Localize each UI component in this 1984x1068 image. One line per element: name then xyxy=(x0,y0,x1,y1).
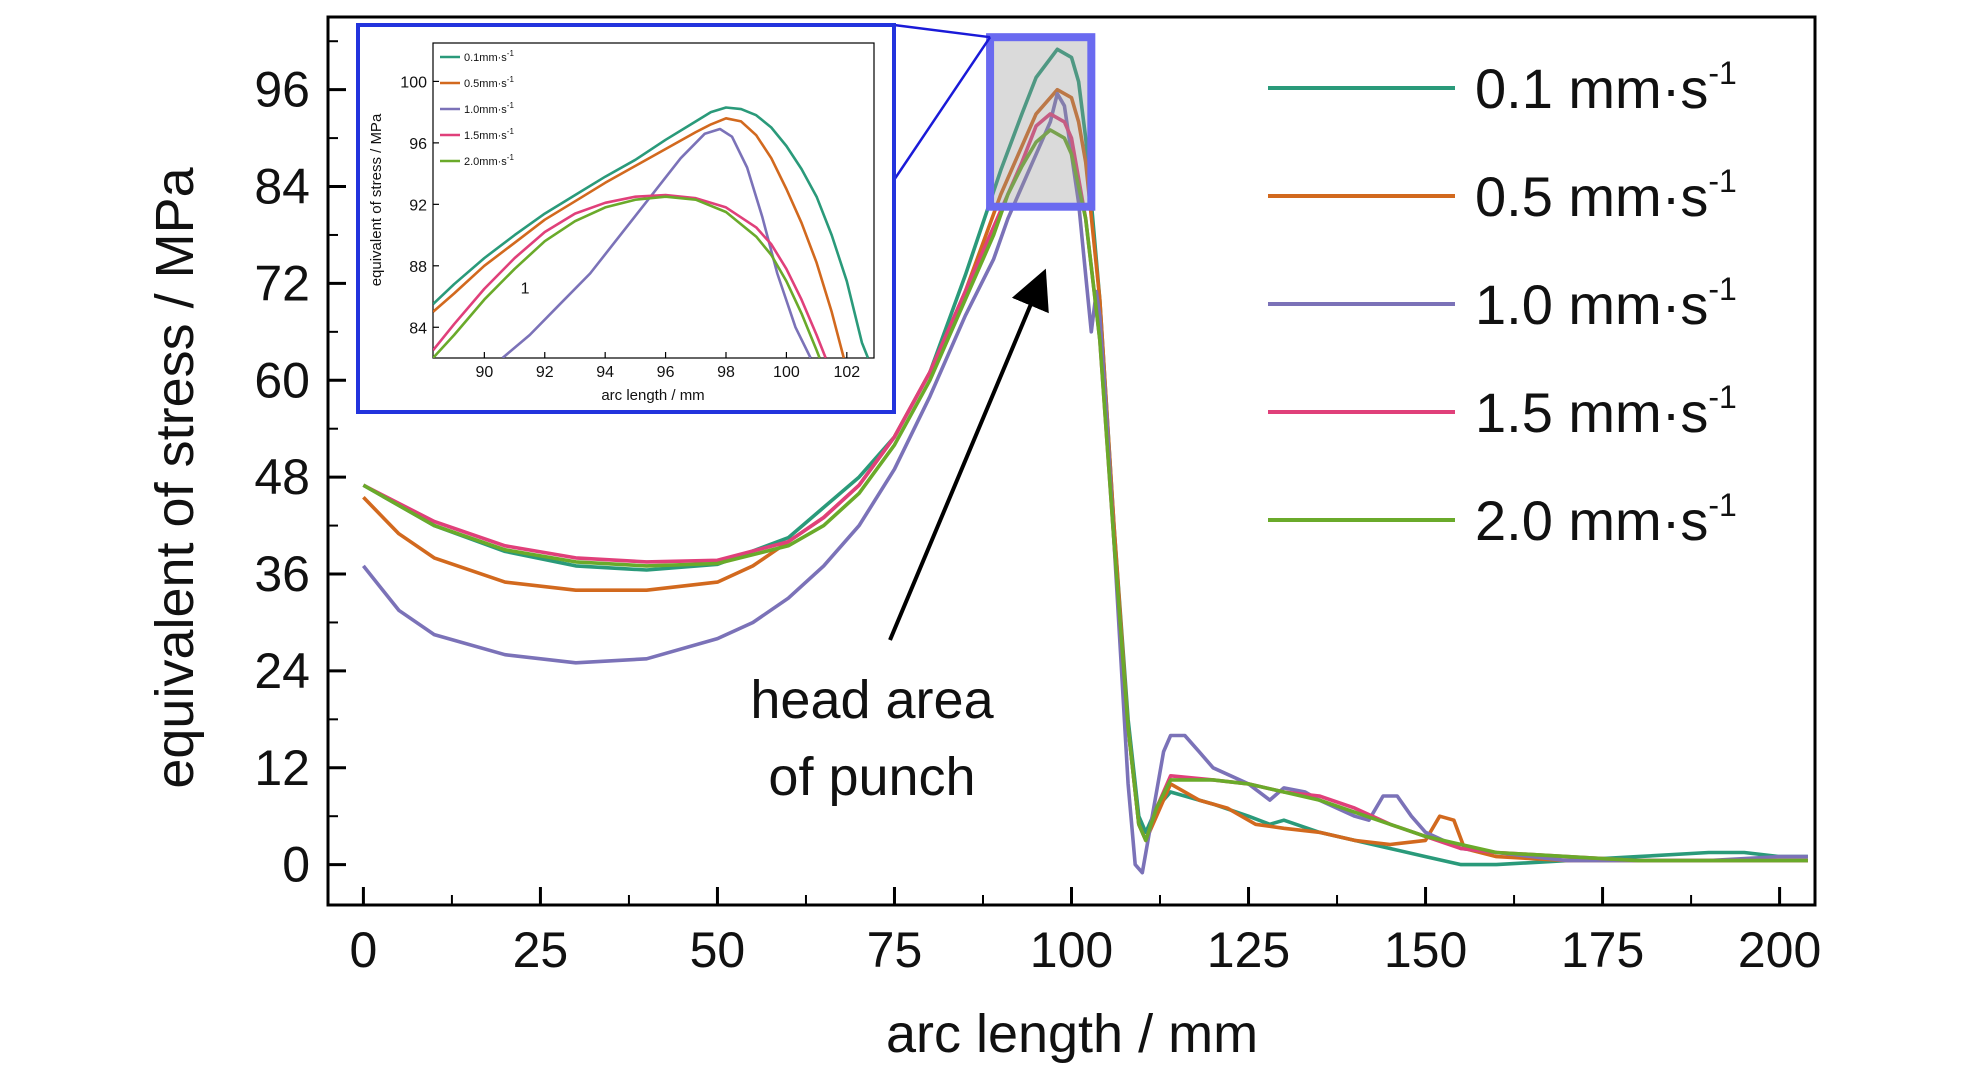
inset-y-axis-title: equivalent of stress / MPa xyxy=(368,113,385,286)
inset-plot-frame xyxy=(432,42,875,359)
x-tick-label: 175 xyxy=(1561,922,1644,978)
inset-series-line-4 xyxy=(433,195,821,358)
connector-line-bottom xyxy=(892,36,992,181)
x-tick-label: 50 xyxy=(690,922,746,978)
legend-label-superscript: -1 xyxy=(1708,379,1736,415)
x-tick-label: 125 xyxy=(1207,922,1290,978)
annotation-arrow xyxy=(888,268,1049,641)
inset-x-tick-label: 96 xyxy=(657,364,675,381)
inset-legend-text: 0.1mm·s xyxy=(464,52,507,64)
inset-legend-superscript: -1 xyxy=(507,153,515,162)
inset-stray-label: 1 xyxy=(521,280,530,297)
inset-legend-superscript: -1 xyxy=(507,75,515,84)
inset-legend-text: 1.5mm·s xyxy=(464,130,507,142)
inset-legend-label-4: 2.0mm·s-1 xyxy=(464,153,514,168)
legend-label-text: 0.1 mm·s xyxy=(1475,57,1708,120)
inset-x-tick-label: 100 xyxy=(773,364,800,381)
inset-legend: 0.1mm·s-10.5mm·s-11.0mm·s-11.5mm·s-12.0m… xyxy=(440,49,514,168)
legend-label-text: 1.5 mm·s xyxy=(1475,381,1708,444)
y-tick-label: 72 xyxy=(254,255,310,311)
legend-label-superscript: -1 xyxy=(1708,55,1736,91)
y-tick-label: 36 xyxy=(254,546,310,602)
y-tick-label: 0 xyxy=(282,837,310,893)
annotation-line-2: of punch xyxy=(768,747,975,807)
inset-legend-label-0: 0.1mm·s-1 xyxy=(464,49,514,64)
legend-label-text: 2.0 mm·s xyxy=(1475,489,1708,552)
inset-x-tick-label: 102 xyxy=(833,364,860,381)
y-tick-label: 48 xyxy=(254,449,310,505)
legend-label-superscript: -1 xyxy=(1708,487,1736,523)
series-line-4 xyxy=(362,128,1808,863)
annotation-line-1: head area xyxy=(750,670,994,730)
inset-legend-label-1: 0.5mm·s-1 xyxy=(464,75,514,90)
main-axis-ticks: 0 25 50 75 100 125 150 175 200 0 12 24 36 48 60 72 84 96 xyxy=(254,40,1821,978)
connector-line-top xyxy=(893,23,991,39)
inset-legend-label-3: 1.5mm·s-1 xyxy=(464,127,514,142)
y-tick-label: 84 xyxy=(254,159,310,215)
y-tick-label: 12 xyxy=(254,740,310,796)
inset-x-tick-label: 90 xyxy=(475,364,493,381)
legend-label-4: 2.0 mm·s-1 xyxy=(1475,487,1737,552)
inset-x-axis-title: arc length / mm xyxy=(601,387,704,404)
y-tick-label: 60 xyxy=(254,352,310,408)
inset-x-tick-label: 94 xyxy=(596,364,614,381)
inset-x-tick-label: 92 xyxy=(536,364,554,381)
inset-y-tick-label: 88 xyxy=(409,259,427,276)
inset-legend-superscript: -1 xyxy=(507,101,515,110)
y-tick-label: 24 xyxy=(254,643,310,699)
legend-label-superscript: -1 xyxy=(1708,271,1736,307)
inset-legend-text: 1.0mm·s xyxy=(464,104,507,116)
x-tick-label: 200 xyxy=(1738,922,1821,978)
legend-label-text: 0.5 mm·s xyxy=(1475,165,1708,228)
legend-label-0: 0.1 mm·s-1 xyxy=(1475,55,1737,120)
inset-y-tick-label: 84 xyxy=(409,320,427,337)
inset-series-group xyxy=(433,106,870,358)
inset-series-line-3 xyxy=(433,193,827,358)
inset-y-tick-label: 96 xyxy=(409,136,427,153)
legend-label-3: 1.5 mm·s-1 xyxy=(1475,379,1737,444)
y-tick-label: 96 xyxy=(254,62,310,118)
x-tick-label: 25 xyxy=(513,922,569,978)
x-tick-label: 0 xyxy=(349,922,377,978)
inset-axis-ticks: 90 92 94 96 98 100 102 84 88 92 96 100 xyxy=(400,74,860,381)
main-series-group xyxy=(361,47,1808,875)
inset-y-tick-label: 92 xyxy=(409,197,427,214)
inset-legend-superscript: -1 xyxy=(507,49,515,58)
x-axis-title: arc length / mm xyxy=(886,1004,1258,1063)
y-axis-title: equivalent of stress / MPa xyxy=(145,166,205,788)
highlight-box xyxy=(986,33,1096,211)
inset-series-line-0 xyxy=(433,106,870,358)
x-tick-label: 150 xyxy=(1384,922,1467,978)
main-legend: 0.1 mm·s-10.5 mm·s-11.0 mm·s-11.5 mm·s-1… xyxy=(1268,55,1737,552)
legend-label-text: 1.0 mm·s xyxy=(1475,273,1708,336)
legend-label-2: 1.0 mm·s-1 xyxy=(1475,271,1737,336)
x-tick-label: 75 xyxy=(867,922,923,978)
x-tick-label: 100 xyxy=(1030,922,1113,978)
inset-legend-text: 2.0mm·s xyxy=(464,156,507,168)
legend-label-superscript: -1 xyxy=(1708,163,1736,199)
inset-legend-text: 0.5mm·s xyxy=(464,78,507,90)
inset-y-tick-label: 100 xyxy=(400,74,427,91)
inset-x-tick-label: 98 xyxy=(717,364,735,381)
legend-label-1: 0.5 mm·s-1 xyxy=(1475,163,1737,228)
inset-series-line-1 xyxy=(433,117,846,358)
inset-legend-label-2: 1.0mm·s-1 xyxy=(464,101,514,116)
inset-legend-superscript: -1 xyxy=(507,127,515,136)
head-area-highlight xyxy=(892,23,1096,211)
